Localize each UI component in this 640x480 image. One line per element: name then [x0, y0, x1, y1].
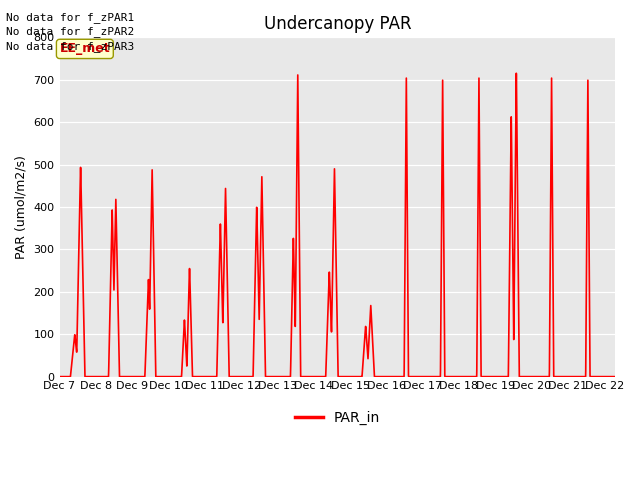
Y-axis label: PAR (umol/m2/s): PAR (umol/m2/s) — [15, 155, 28, 259]
Title: Undercanopy PAR: Undercanopy PAR — [264, 15, 411, 33]
Text: No data for f_zPAR2: No data for f_zPAR2 — [6, 26, 134, 37]
Text: No data for f_zPAR3: No data for f_zPAR3 — [6, 41, 134, 52]
Text: EE_met: EE_met — [60, 42, 110, 55]
Legend: PAR_in: PAR_in — [289, 406, 385, 431]
Text: No data for f_zPAR1: No data for f_zPAR1 — [6, 12, 134, 23]
